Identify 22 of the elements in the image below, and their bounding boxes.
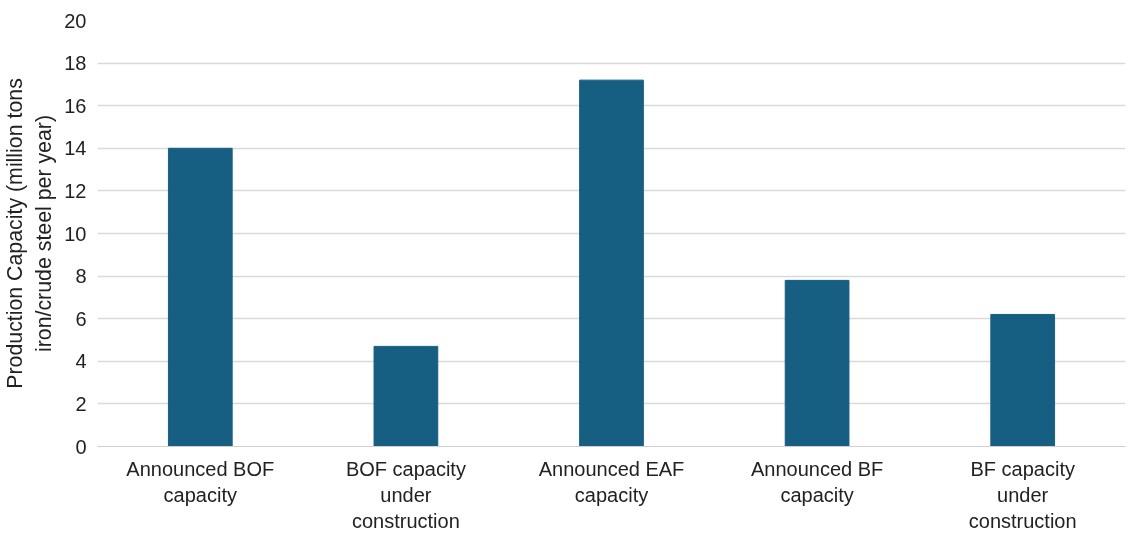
y-axis-title: Production Capacity (million tons iron/crude steel per year)	[3, 78, 57, 389]
y-tick-label: 18	[64, 52, 87, 75]
y-tick-label: 20	[64, 9, 87, 32]
y-tick-label: 0	[75, 435, 87, 458]
x-tick-label: BF capacity under construction	[968, 457, 1077, 533]
y-tick-label: 2	[75, 392, 87, 415]
x-tick-label: Announced EAF capacity	[538, 457, 685, 506]
y-tick-label: 6	[75, 307, 87, 330]
x-tick-label: Announced BF capacity	[750, 457, 884, 506]
y-tick-label: 4	[75, 350, 87, 373]
y-tick-label: 12	[64, 179, 87, 202]
x-tick-label: BOF capacity under construction	[345, 457, 466, 533]
y-tick-label: 10	[64, 222, 87, 245]
bar	[990, 313, 1056, 447]
x-tick-label: Announced BOF capacity	[126, 457, 275, 506]
y-tick-label: 16	[64, 94, 87, 117]
y-tick-label: 14	[64, 137, 87, 160]
y-tick-label: 8	[75, 265, 87, 288]
bar	[373, 345, 439, 447]
bar	[167, 147, 233, 447]
bar	[784, 279, 850, 447]
bar	[579, 79, 644, 447]
